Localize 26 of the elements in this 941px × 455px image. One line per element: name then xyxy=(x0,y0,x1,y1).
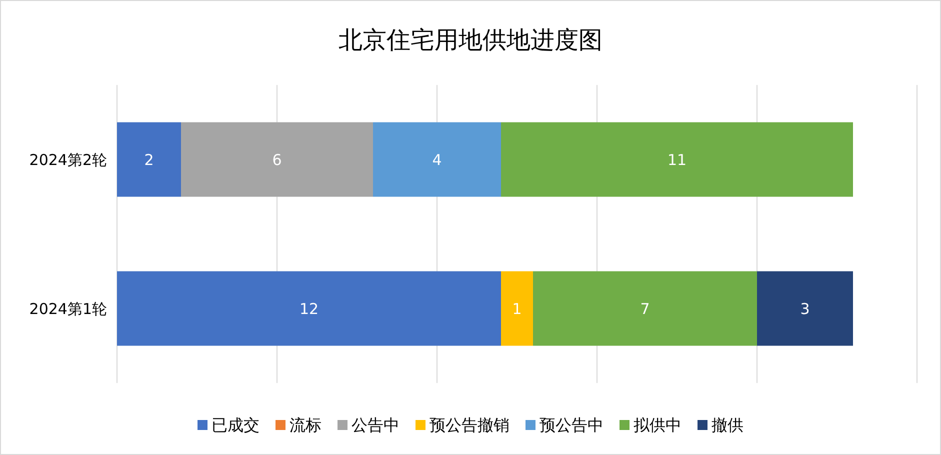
chart-title: 北京住宅用地供地进度图 xyxy=(338,26,602,54)
bar xyxy=(501,122,853,197)
bar xyxy=(117,271,501,346)
y-tick-label: 2024第2轮 xyxy=(29,150,107,169)
legend-label: 预公告撤销 xyxy=(430,416,510,435)
data-label: 4 xyxy=(432,150,442,169)
legend-label: 公告中 xyxy=(352,416,400,435)
legend-label: 已成交 xyxy=(212,416,260,435)
bar xyxy=(757,271,853,346)
data-label: 2 xyxy=(144,150,154,169)
data-label: 1 xyxy=(512,300,522,318)
bar xyxy=(373,122,501,197)
data-label: 7 xyxy=(640,300,650,318)
data-label: 3 xyxy=(800,300,810,318)
bar xyxy=(181,122,373,197)
bar xyxy=(117,122,181,197)
legend-label: 预公告中 xyxy=(540,416,604,435)
legend-label: 流标 xyxy=(290,416,322,435)
bar xyxy=(501,271,533,346)
bar xyxy=(533,271,757,346)
data-label: 12 xyxy=(299,300,319,318)
data-label: 6 xyxy=(272,150,282,169)
data-label: 11 xyxy=(667,150,687,169)
legend-label: 撤供 xyxy=(712,416,744,435)
y-tick-label: 2024第1轮 xyxy=(29,300,107,318)
legend-label: 拟供中 xyxy=(634,416,682,435)
